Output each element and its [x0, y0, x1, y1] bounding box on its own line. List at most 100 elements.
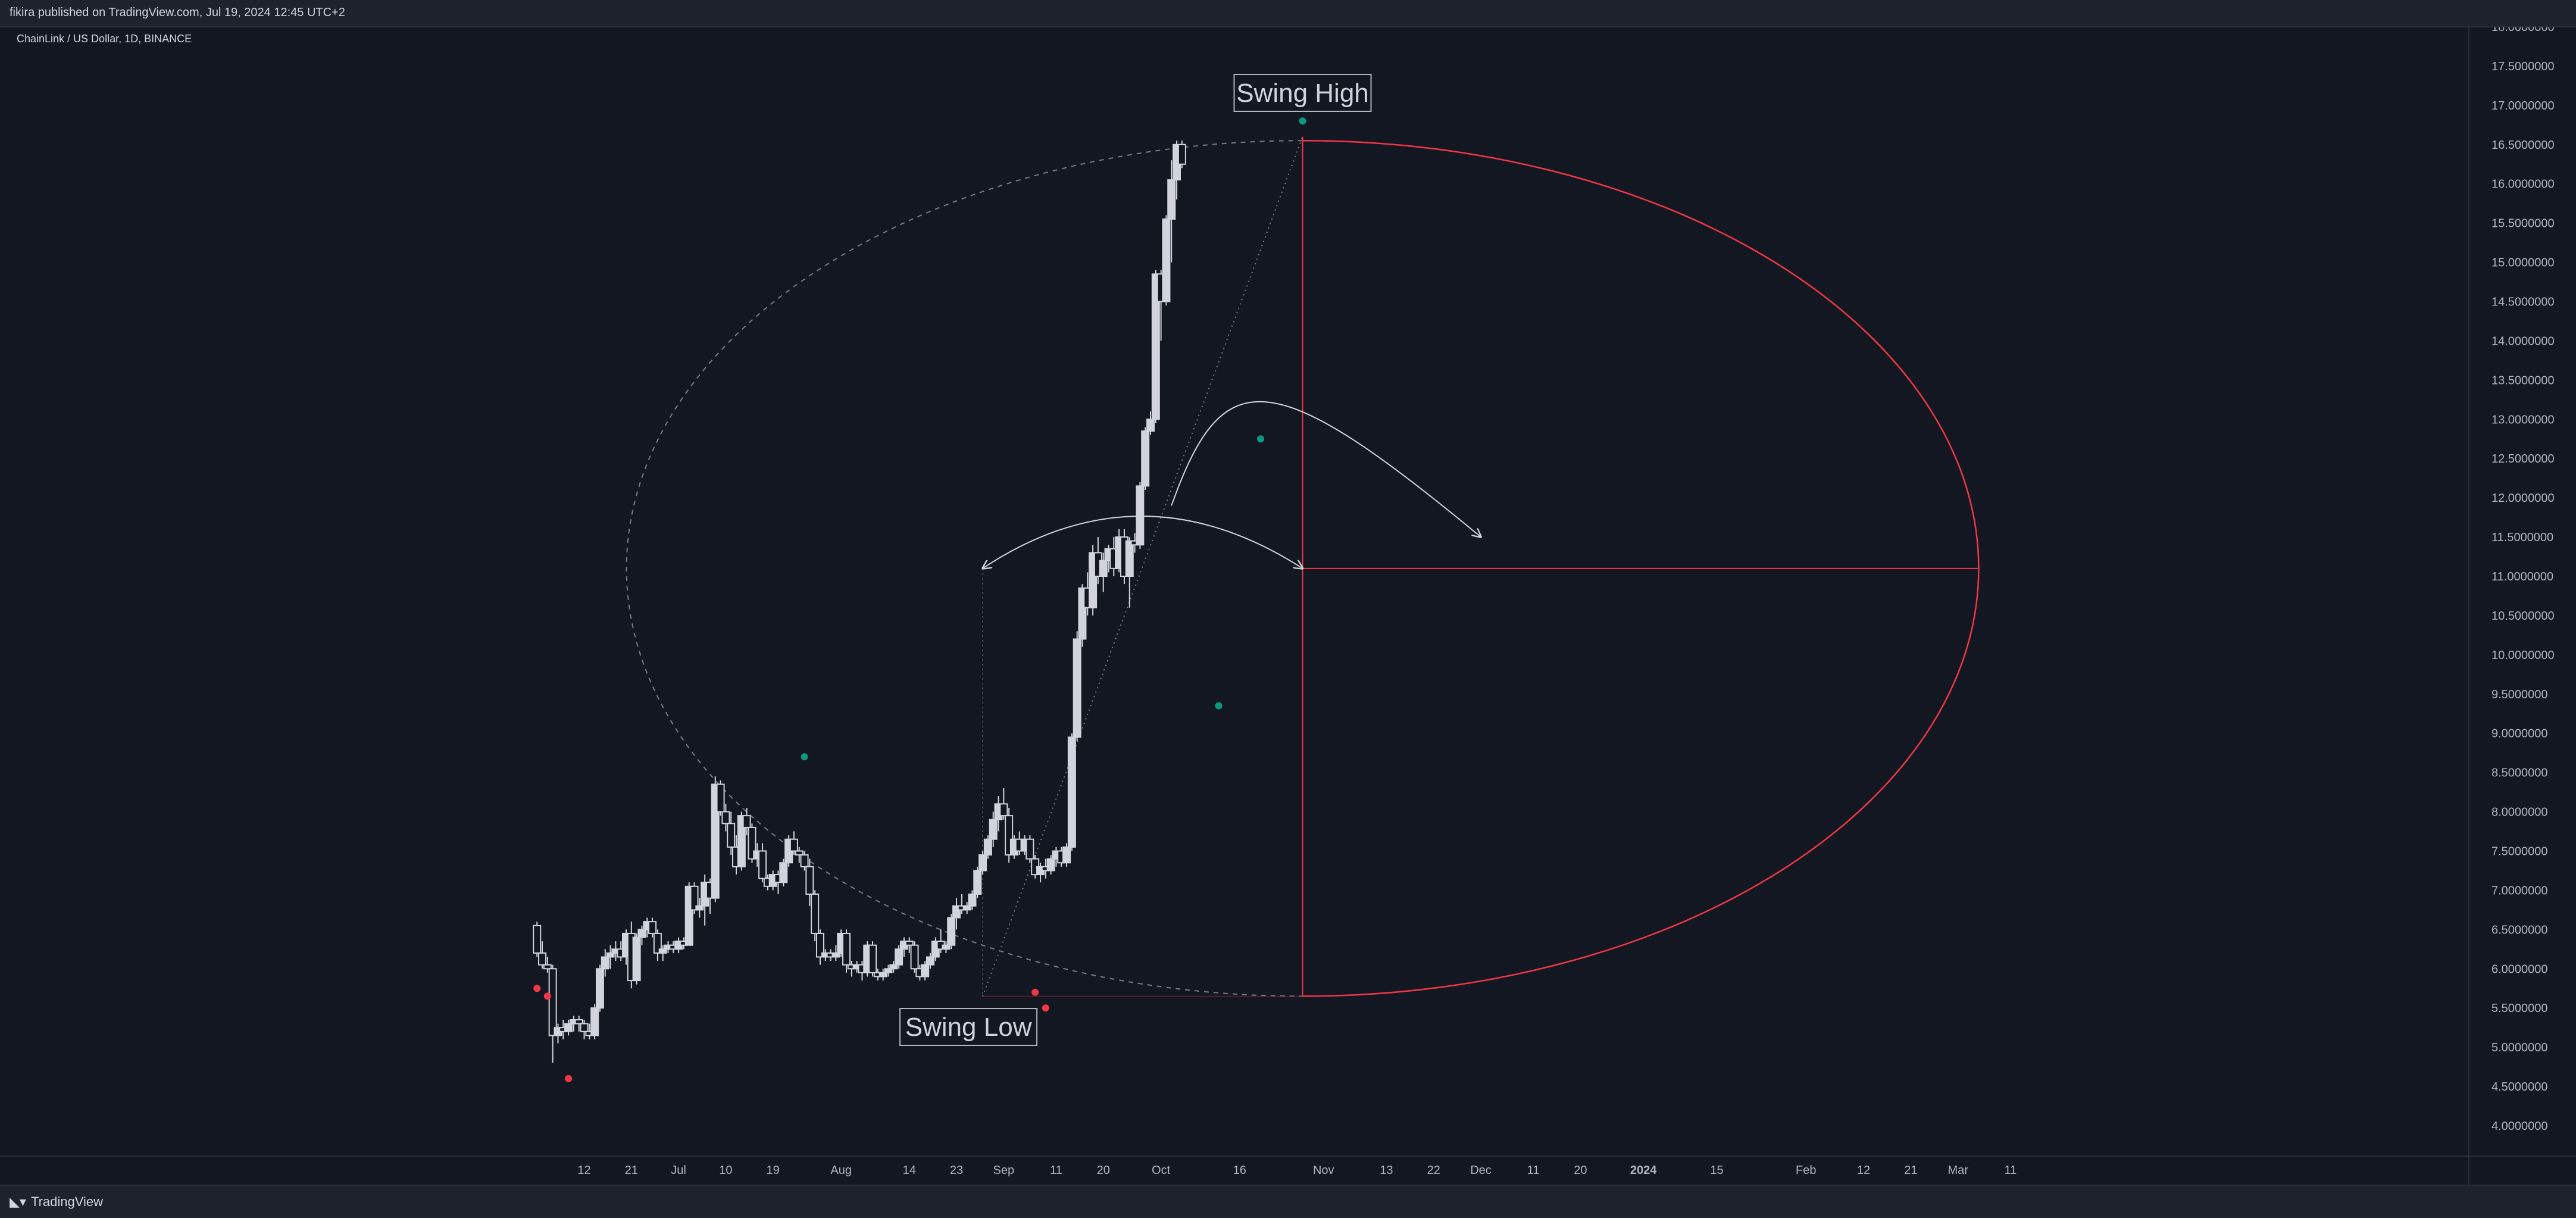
swing-low-label-text: Swing Low — [905, 1013, 1032, 1042]
candle-body — [795, 850, 804, 856]
x-tick-label: 19 — [767, 1164, 780, 1177]
candle-body — [968, 894, 977, 907]
candle-body — [632, 936, 641, 982]
swing-low-label: Swing Low — [899, 1008, 1038, 1046]
x-tick-label: Jul — [671, 1164, 686, 1177]
candle-body — [574, 1019, 583, 1025]
y-tick-label: 15.5000000 — [2491, 217, 2555, 230]
candle-body — [1146, 419, 1155, 432]
y-tick-label: 15.0000000 — [2491, 257, 2555, 270]
y-tick-label: 11.0000000 — [2491, 570, 2553, 583]
swing-low-dot — [1042, 1004, 1049, 1012]
swing-low-dot — [1031, 988, 1039, 996]
swing-high-dot — [801, 753, 808, 761]
candle-body — [543, 964, 552, 970]
tradingview-logo-icon: ◣▾ — [10, 1194, 26, 1210]
candle-body — [727, 823, 736, 848]
candle-body — [742, 815, 751, 828]
candle-body — [1026, 838, 1034, 860]
y-tick-label: 8.0000000 — [2491, 806, 2548, 819]
x-tick-label: Feb — [1796, 1164, 1816, 1177]
candle-body — [1062, 846, 1071, 864]
x-tick-label: 22 — [1427, 1164, 1440, 1177]
x-tick-label: 12 — [1857, 1164, 1870, 1177]
footer-bar: ◣▾ TradingView — [0, 1185, 2576, 1218]
y-tick-label: 6.5000000 — [2491, 923, 2548, 936]
candle-body — [658, 948, 667, 954]
symbol-title: ChainLink / US Dollar, 1D, BINANCE — [17, 33, 192, 45]
y-tick-label: 12.5000000 — [2491, 452, 2555, 466]
candle-body — [905, 941, 914, 946]
swing-low-dot — [543, 992, 551, 1000]
candle-body — [564, 1023, 573, 1032]
y-tick-label: 5.5000000 — [2491, 1002, 2548, 1015]
candle-body — [1136, 485, 1145, 546]
brand-name: TradingView — [30, 1194, 104, 1209]
y-tick-label: 9.5000000 — [2491, 688, 2548, 701]
x-tick-label: Mar — [1948, 1164, 1969, 1177]
price-chart[interactable]: 18.0000000 17.5000000 17.0000000 16.5000000… — [0, 27, 2576, 1185]
publish-info-bar: fikira published on TradingView.com, Jul… — [0, 0, 2576, 27]
x-tick-label: Dec — [1470, 1164, 1492, 1177]
candle-body — [815, 932, 824, 958]
candle-body — [737, 815, 746, 867]
x-tick-label: 14 — [903, 1164, 916, 1177]
x-tick-label: 15 — [1710, 1164, 1723, 1177]
candle-body — [831, 952, 840, 958]
bidirectional-arrow — [983, 516, 1302, 569]
candle-body — [1046, 858, 1055, 872]
y-tick-label: 17.0000000 — [2491, 99, 2555, 113]
y-tick-label: 5.0000000 — [2491, 1041, 2548, 1054]
y-tick-label: 7.5000000 — [2491, 845, 2548, 858]
candle-body — [601, 956, 609, 970]
y-tick-label: 13.5000000 — [2491, 374, 2555, 387]
candle-body — [999, 803, 1008, 817]
candle-body — [690, 885, 699, 911]
candle-body — [721, 811, 730, 825]
x-tick-label: 2024 — [1630, 1164, 1657, 1177]
x-tick-label: Aug — [830, 1164, 852, 1177]
candle-body — [910, 944, 919, 970]
y-tick-label: 11.5000000 — [2491, 531, 2553, 544]
y-tick-label: 14.5000000 — [2491, 296, 2555, 309]
candle-body — [1141, 430, 1150, 487]
x-tick-label: 12 — [577, 1164, 590, 1177]
candle-body — [695, 905, 704, 911]
y-tick-label: 16.5000000 — [2491, 139, 2555, 152]
curved-arrow — [1171, 401, 1481, 537]
candle-body — [789, 838, 798, 852]
ellipse-left-half — [625, 140, 1303, 997]
candle-body — [868, 944, 877, 973]
candle-body — [716, 783, 725, 813]
candle-body — [1151, 273, 1160, 420]
x-tick-label: 23 — [950, 1164, 963, 1177]
candle-body — [779, 862, 788, 883]
y-tick-label: 4.5000000 — [2491, 1080, 2548, 1094]
y-tick-label: 18.0000000 — [2491, 27, 2555, 34]
x-tick-label: 16 — [1233, 1164, 1246, 1177]
y-tick-label: 10.0000000 — [2491, 649, 2555, 662]
candle-body — [548, 968, 557, 1036]
candle-body — [973, 870, 982, 895]
candle-body — [580, 1023, 589, 1032]
x-tick-label: 10 — [719, 1164, 732, 1177]
candle-body — [895, 948, 904, 966]
x-tick-label: 21 — [1904, 1164, 1917, 1177]
candle-body — [1073, 638, 1081, 738]
swing-low-dot — [565, 1075, 573, 1082]
candle-body — [1167, 179, 1176, 220]
candle-body — [538, 952, 547, 966]
candle-body — [962, 905, 971, 911]
footer-brand[interactable]: ◣▾ TradingView — [10, 1194, 103, 1210]
candle-body — [842, 932, 851, 966]
y-tick-label: 16.0000000 — [2491, 178, 2555, 191]
swing-high-label-text: Swing High — [1236, 79, 1369, 108]
ellipse-right-half — [1302, 139, 1980, 997]
y-tick-label: 9.0000000 — [2491, 727, 2548, 741]
candle-body — [1177, 143, 1186, 165]
publish-info: fikira published on TradingView.com, Jul… — [10, 6, 345, 19]
candle-body — [989, 819, 998, 840]
swing-high-label-box — [1233, 74, 1372, 112]
swing-high-dot — [1257, 435, 1265, 443]
y-tick-label: 4.0000000 — [2491, 1120, 2548, 1133]
